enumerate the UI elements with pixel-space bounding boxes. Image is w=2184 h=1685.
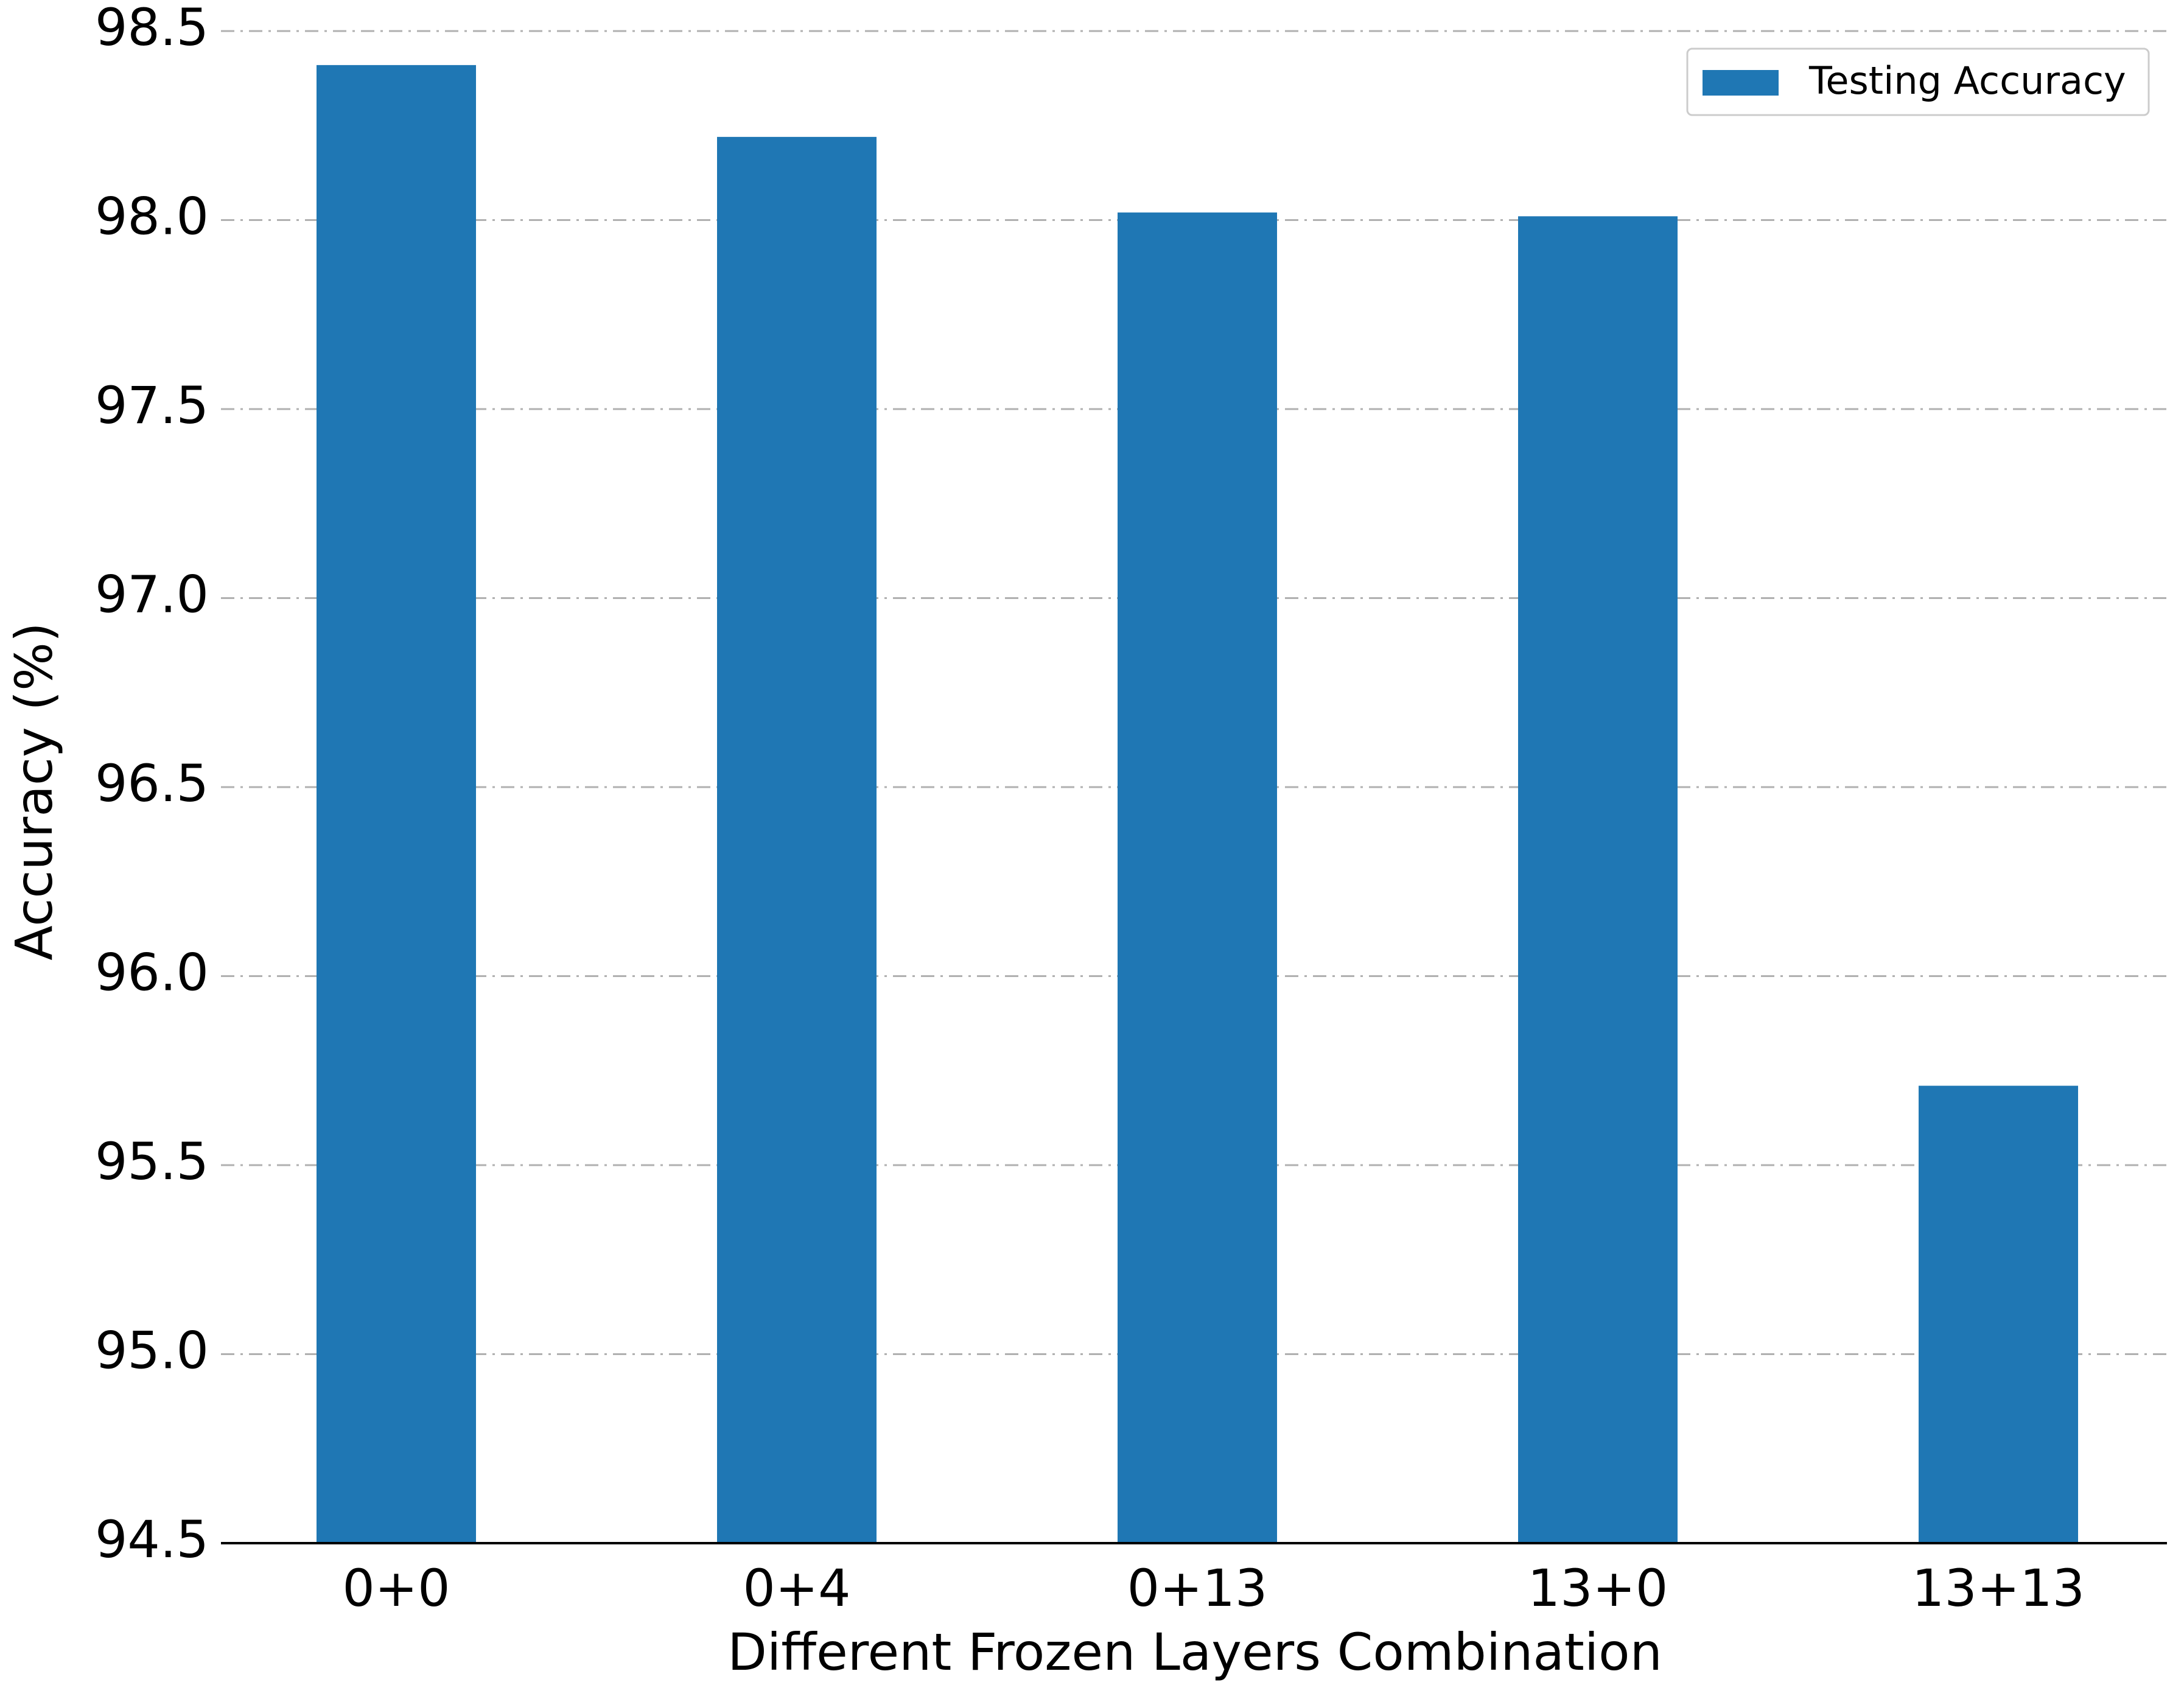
legend-label: Testing Accuracy: [1808, 58, 2126, 103]
y-tick-label: 97.5: [95, 376, 209, 435]
x-tick-label: 13+0: [1528, 1558, 1668, 1618]
y-axis-label: Accuracy (%): [4, 622, 64, 961]
x-axis-label: Different Frozen Layers Combination: [727, 1622, 1662, 1682]
bar: [1919, 1085, 2078, 1543]
x-tick-label: 0+0: [342, 1558, 450, 1618]
bar: [1118, 212, 1277, 1543]
bar: [1518, 216, 1678, 1543]
y-tick-label: 95.5: [95, 1132, 209, 1191]
x-tick-label: 13+13: [1912, 1558, 2085, 1618]
x-tick-label: 0+13: [1127, 1558, 1268, 1618]
y-tick-label: 95.0: [95, 1320, 209, 1380]
y-tick-label: 97.0: [95, 564, 209, 624]
legend-swatch: [1703, 70, 1779, 96]
y-tick-label: 98.5: [95, 0, 209, 57]
y-tick-label: 98.0: [95, 186, 209, 246]
bar: [717, 136, 877, 1544]
y-tick-label: 96.0: [95, 942, 209, 1002]
legend-box: [1686, 47, 2150, 116]
y-tick-label: 94.5: [95, 1510, 209, 1569]
bar: [317, 65, 476, 1544]
y-tick-label: 96.5: [95, 754, 209, 813]
x-tick-label: 0+4: [743, 1558, 850, 1618]
